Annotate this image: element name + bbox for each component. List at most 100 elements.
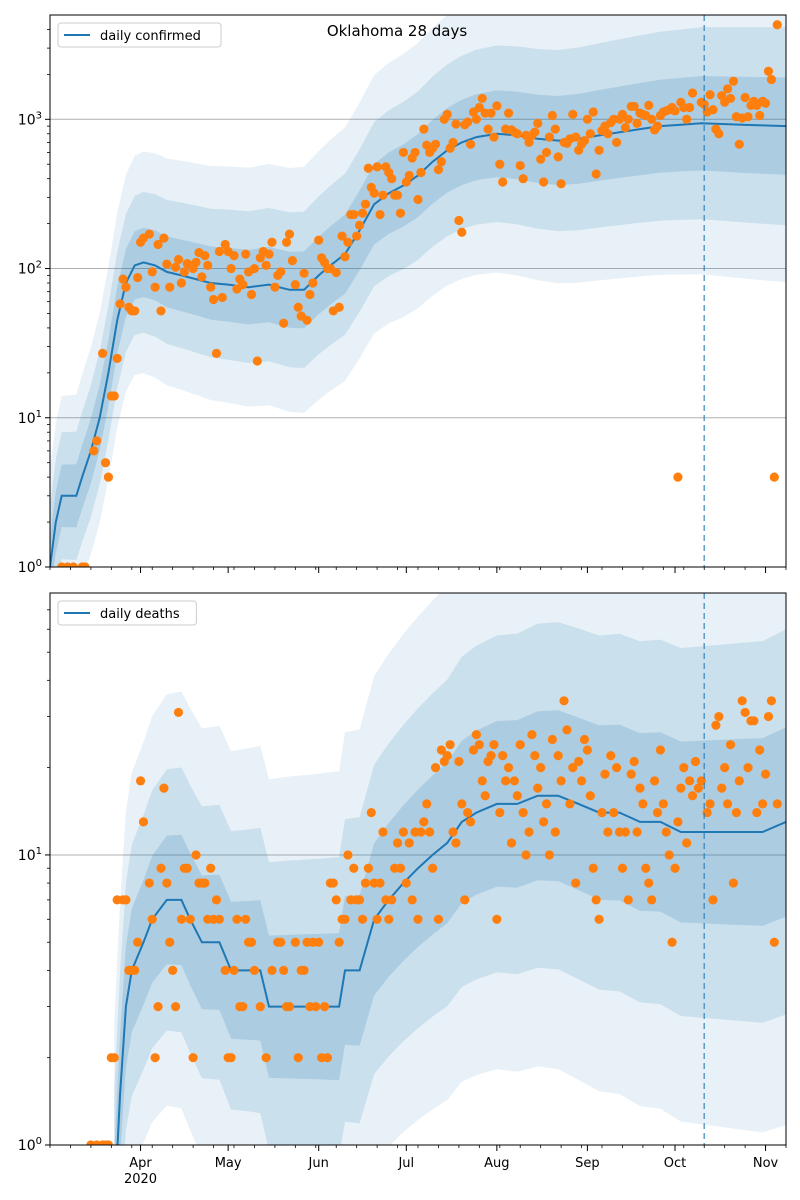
deaths-point	[135, 776, 146, 786]
deaths-point	[401, 878, 411, 888]
confirmed-point	[314, 235, 324, 245]
confirmed-point	[208, 294, 219, 305]
deaths-point	[311, 1002, 321, 1012]
deaths-point	[398, 827, 408, 837]
deaths-point	[600, 769, 610, 779]
deaths-point	[276, 937, 286, 947]
confirmed-point	[349, 209, 359, 220]
deaths-point	[708, 895, 718, 905]
confirmed-point	[337, 231, 347, 241]
deaths-point	[474, 740, 484, 750]
deaths-point	[468, 745, 479, 755]
deaths-point	[343, 850, 353, 860]
confirmed-point	[705, 90, 715, 100]
confirmed-point	[165, 282, 175, 292]
deaths-point	[436, 745, 446, 755]
deaths-point	[407, 895, 417, 905]
confirmed-point	[206, 282, 216, 292]
confirmed-point	[518, 174, 528, 184]
deaths-point	[579, 734, 590, 745]
confirmed-point	[454, 215, 464, 226]
deaths-plot-area	[86, 593, 786, 1145]
deaths-point	[620, 827, 630, 837]
confirmed-point	[133, 272, 143, 283]
confirmed-point	[647, 114, 657, 124]
confirmed-point	[398, 147, 408, 158]
deaths-point	[550, 827, 560, 837]
deaths-point	[574, 756, 584, 767]
deaths-point	[562, 725, 572, 735]
deaths-point	[559, 696, 569, 706]
deaths-point	[200, 878, 210, 888]
confirmed-point	[100, 458, 111, 468]
deaths-point	[284, 1002, 295, 1012]
deaths-point	[290, 937, 300, 947]
deaths-point	[682, 838, 692, 848]
confirmed-point	[582, 114, 592, 124]
confirmed-point	[281, 237, 292, 247]
deaths-point	[430, 763, 441, 773]
deaths-point	[629, 756, 639, 767]
deaths-point	[641, 863, 651, 873]
confirmed-point	[512, 129, 522, 139]
x-tick-label: May	[215, 1156, 242, 1171]
deaths-point	[609, 807, 619, 818]
deaths-point	[594, 914, 604, 924]
deaths-point	[755, 745, 765, 755]
confirmed-point	[547, 110, 557, 121]
confirmed-point	[226, 263, 236, 274]
deaths-point	[687, 791, 698, 801]
deaths-point	[722, 799, 733, 809]
confirmed-point	[465, 139, 476, 149]
deaths-point	[328, 878, 338, 888]
deaths-point	[147, 914, 157, 924]
confirmed-point	[357, 208, 368, 218]
deaths-point	[763, 711, 774, 722]
y-tick-label: 101	[18, 409, 42, 427]
deaths-point	[103, 1140, 114, 1145]
deaths-point	[492, 914, 502, 924]
deaths-point	[425, 827, 435, 837]
confirmed-point	[302, 315, 312, 325]
deaths-point	[372, 914, 382, 924]
confirmed-point	[279, 318, 289, 328]
confirmed-point	[392, 190, 403, 200]
deaths-uncertainty-band	[114, 710, 786, 1145]
confirmed-point	[92, 436, 102, 446]
confirmed-point	[375, 209, 385, 220]
confirmed-point	[594, 145, 604, 155]
deaths-point	[428, 863, 438, 873]
x-tick-label: Aug	[484, 1156, 509, 1171]
deaths-point	[357, 914, 368, 924]
confirmed-point	[629, 101, 639, 112]
confirmed-point	[156, 306, 166, 316]
deaths-point	[433, 914, 444, 924]
deaths-point	[173, 707, 184, 718]
confirmed-point	[436, 157, 446, 167]
confirmed-point	[536, 154, 546, 164]
confirmed-point	[699, 99, 709, 109]
confirmed-point	[743, 112, 753, 122]
deaths-point	[229, 965, 239, 975]
legend-label: daily confirmed	[100, 29, 201, 44]
confirmed-panel: 100 101 102 103 daily confirmed	[18, 14, 787, 576]
confirmed-point	[503, 108, 514, 118]
deaths-point	[612, 763, 622, 773]
deaths-point	[547, 734, 557, 745]
deaths-point	[176, 914, 187, 924]
deaths-point	[293, 1053, 303, 1063]
confirmed-point	[524, 137, 534, 148]
confirmed-point	[410, 147, 420, 158]
legend-box	[57, 22, 222, 48]
confirmed-point	[442, 109, 452, 119]
deaths-point	[544, 850, 555, 860]
deaths-point	[214, 914, 224, 924]
confirmed-point	[530, 127, 540, 137]
confirmed-point	[419, 124, 429, 134]
deaths-point	[632, 827, 642, 837]
x-tick-label: Nov	[753, 1156, 779, 1171]
confirmed-point	[217, 292, 227, 303]
confirmed-point	[200, 251, 210, 261]
confirmed-point	[766, 74, 776, 85]
confirmed-point	[287, 256, 298, 266]
